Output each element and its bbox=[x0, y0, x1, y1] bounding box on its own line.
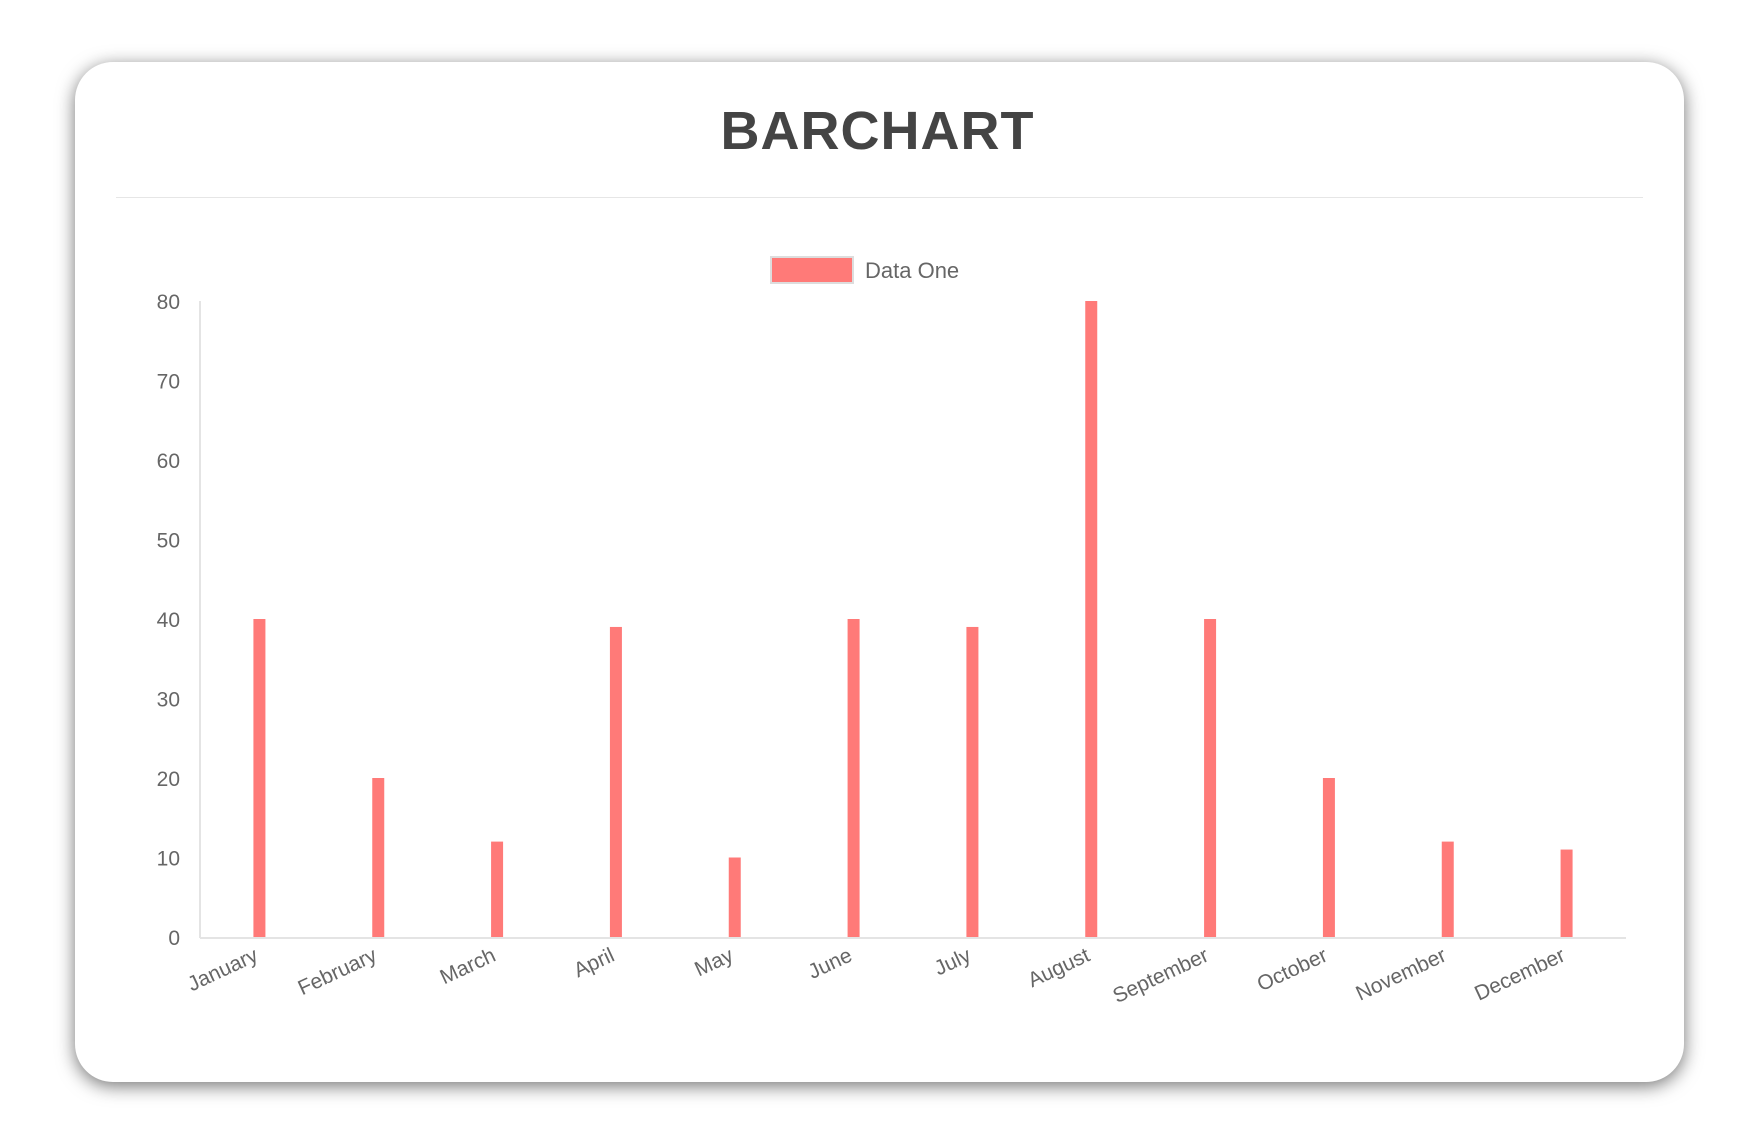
y-tick-label: 30 bbox=[157, 689, 180, 712]
x-tick-label: January bbox=[184, 943, 262, 996]
bar-january bbox=[253, 619, 266, 937]
bar-may bbox=[728, 857, 741, 937]
bar-february bbox=[372, 778, 385, 937]
bar-october bbox=[1322, 778, 1335, 937]
x-tick-label: April bbox=[570, 944, 618, 983]
y-tick-label: 0 bbox=[168, 927, 180, 950]
bar-december bbox=[1560, 849, 1573, 937]
y-tick-label: 50 bbox=[157, 530, 180, 553]
x-tick-label: December bbox=[1471, 944, 1569, 1006]
bar-march bbox=[491, 841, 504, 937]
bar-august bbox=[1085, 301, 1098, 937]
legend-label: Data One bbox=[865, 258, 959, 283]
y-tick-label: 70 bbox=[157, 371, 180, 394]
x-tick-label: October bbox=[1254, 944, 1331, 996]
chart-card bbox=[75, 62, 1684, 1082]
y-tick-label: 80 bbox=[157, 291, 180, 314]
x-tick-label: June bbox=[805, 944, 856, 984]
x-tick-label: August bbox=[1024, 944, 1093, 993]
y-tick-label: 20 bbox=[157, 768, 180, 791]
x-tick-label: November bbox=[1352, 944, 1450, 1006]
x-tick-label: February bbox=[294, 943, 380, 1000]
bar-july bbox=[966, 626, 979, 937]
bar-november bbox=[1441, 841, 1454, 937]
bar-april bbox=[609, 626, 622, 937]
x-tick-label: September bbox=[1109, 944, 1212, 1008]
legend[interactable]: Data One bbox=[770, 256, 959, 284]
x-tick-label: March bbox=[437, 944, 500, 990]
y-tick-label: 60 bbox=[157, 450, 180, 473]
bar-june bbox=[847, 619, 860, 937]
page-title: BARCHART bbox=[720, 101, 1035, 161]
legend-swatch bbox=[770, 256, 854, 284]
y-tick-label: 40 bbox=[157, 609, 180, 632]
x-tick-label: July bbox=[931, 943, 975, 980]
y-tick-label: 10 bbox=[157, 848, 180, 871]
divider bbox=[116, 197, 1643, 198]
bar-september bbox=[1204, 619, 1217, 937]
x-tick-label: May bbox=[691, 943, 737, 981]
